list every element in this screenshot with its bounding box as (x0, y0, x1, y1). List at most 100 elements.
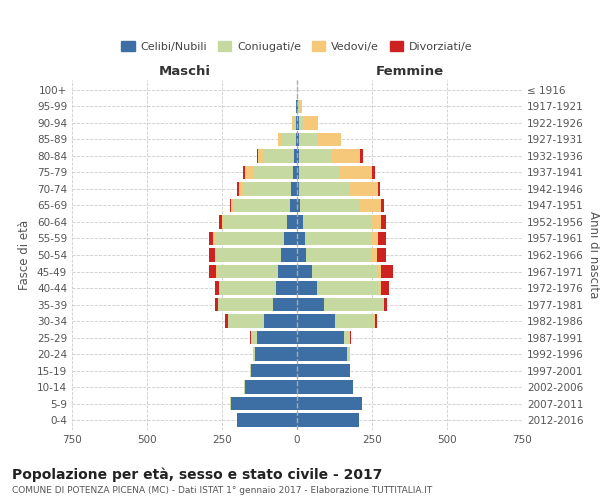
Bar (231, 198, 233, 212)
Bar (299, 100, 302, 113)
Bar (299, 116, 303, 130)
Bar (297, 198, 300, 212)
Bar (209, 232, 213, 245)
Bar (250, 364, 251, 378)
Bar (228, 314, 264, 328)
Bar (293, 166, 297, 179)
Bar (253, 348, 254, 361)
Bar (300, 198, 360, 212)
Bar (239, 182, 243, 196)
Bar (299, 166, 339, 179)
Bar (245, 166, 254, 179)
Bar (312, 264, 378, 278)
Text: Popolazione per età, sesso e stato civile - 2017: Popolazione per età, sesso e stato civil… (12, 468, 382, 482)
Bar (324, 298, 383, 312)
Bar (254, 166, 293, 179)
Bar (297, 264, 312, 278)
Bar (276, 281, 297, 295)
Bar (306, 248, 372, 262)
Bar (378, 182, 380, 196)
Bar (297, 364, 349, 378)
Bar (373, 314, 375, 328)
Bar (291, 182, 297, 196)
Bar (297, 100, 298, 113)
Text: COMUNE DI POTENZA PICENA (MC) - Dati ISTAT 1° gennaio 2017 - Elaborazione TUTTIT: COMUNE DI POTENZA PICENA (MC) - Dati IST… (12, 486, 432, 495)
Bar (245, 380, 297, 394)
Bar (299, 132, 317, 146)
Bar (251, 364, 297, 378)
Bar (381, 198, 384, 212)
Bar (297, 182, 299, 196)
Bar (297, 232, 305, 245)
Bar (297, 281, 317, 295)
Bar (297, 248, 306, 262)
Bar (229, 198, 231, 212)
Bar (303, 116, 318, 130)
Bar (317, 132, 341, 146)
Bar (250, 331, 251, 344)
Bar (317, 281, 380, 295)
Y-axis label: Anni di nascita: Anni di nascita (587, 212, 600, 298)
Bar (381, 264, 393, 278)
Bar (281, 248, 297, 262)
Bar (218, 298, 273, 312)
Bar (297, 380, 353, 394)
Bar (251, 331, 257, 344)
Bar (215, 232, 284, 245)
Bar (297, 166, 299, 179)
Bar (372, 166, 375, 179)
Bar (383, 298, 384, 312)
Bar (237, 182, 239, 196)
Bar (223, 215, 287, 229)
Bar (215, 298, 218, 312)
Bar (297, 132, 299, 146)
Bar (305, 232, 372, 245)
Bar (243, 182, 291, 196)
Bar (215, 281, 219, 295)
Bar (229, 397, 231, 410)
Bar (219, 281, 276, 295)
Bar (372, 248, 377, 262)
Bar (298, 100, 299, 113)
Y-axis label: Fasce di età: Fasce di età (19, 220, 31, 290)
Bar (284, 232, 297, 245)
Bar (225, 314, 228, 328)
Bar (296, 132, 297, 146)
Bar (237, 414, 297, 427)
Bar (209, 264, 216, 278)
Bar (254, 348, 255, 361)
Bar (296, 100, 297, 113)
Bar (297, 397, 361, 410)
Bar (213, 232, 215, 245)
Bar (290, 198, 297, 212)
Bar (343, 331, 349, 344)
Bar (255, 348, 297, 361)
Bar (378, 232, 386, 245)
Bar (293, 116, 296, 130)
Bar (335, 314, 373, 328)
Bar (296, 116, 297, 130)
Bar (222, 215, 223, 229)
Bar (349, 331, 351, 344)
Bar (264, 149, 294, 162)
Bar (297, 298, 324, 312)
Bar (372, 215, 381, 229)
Bar (360, 198, 381, 212)
Legend: Celibi/Nubili, Coniugati/e, Vedovi/e, Divorziati/e: Celibi/Nubili, Coniugati/e, Vedovi/e, Di… (117, 36, 477, 56)
Bar (349, 364, 350, 378)
Bar (215, 248, 216, 262)
Bar (257, 149, 258, 162)
Bar (294, 149, 297, 162)
Bar (243, 166, 245, 179)
Bar (299, 149, 331, 162)
Text: Maschi: Maschi (158, 66, 211, 78)
Bar (297, 314, 335, 328)
Text: Femmine: Femmine (376, 66, 443, 78)
Bar (273, 298, 297, 312)
Bar (378, 264, 381, 278)
Bar (331, 149, 360, 162)
Bar (277, 132, 281, 146)
Bar (216, 264, 218, 278)
Bar (339, 166, 372, 179)
Bar (231, 397, 297, 410)
